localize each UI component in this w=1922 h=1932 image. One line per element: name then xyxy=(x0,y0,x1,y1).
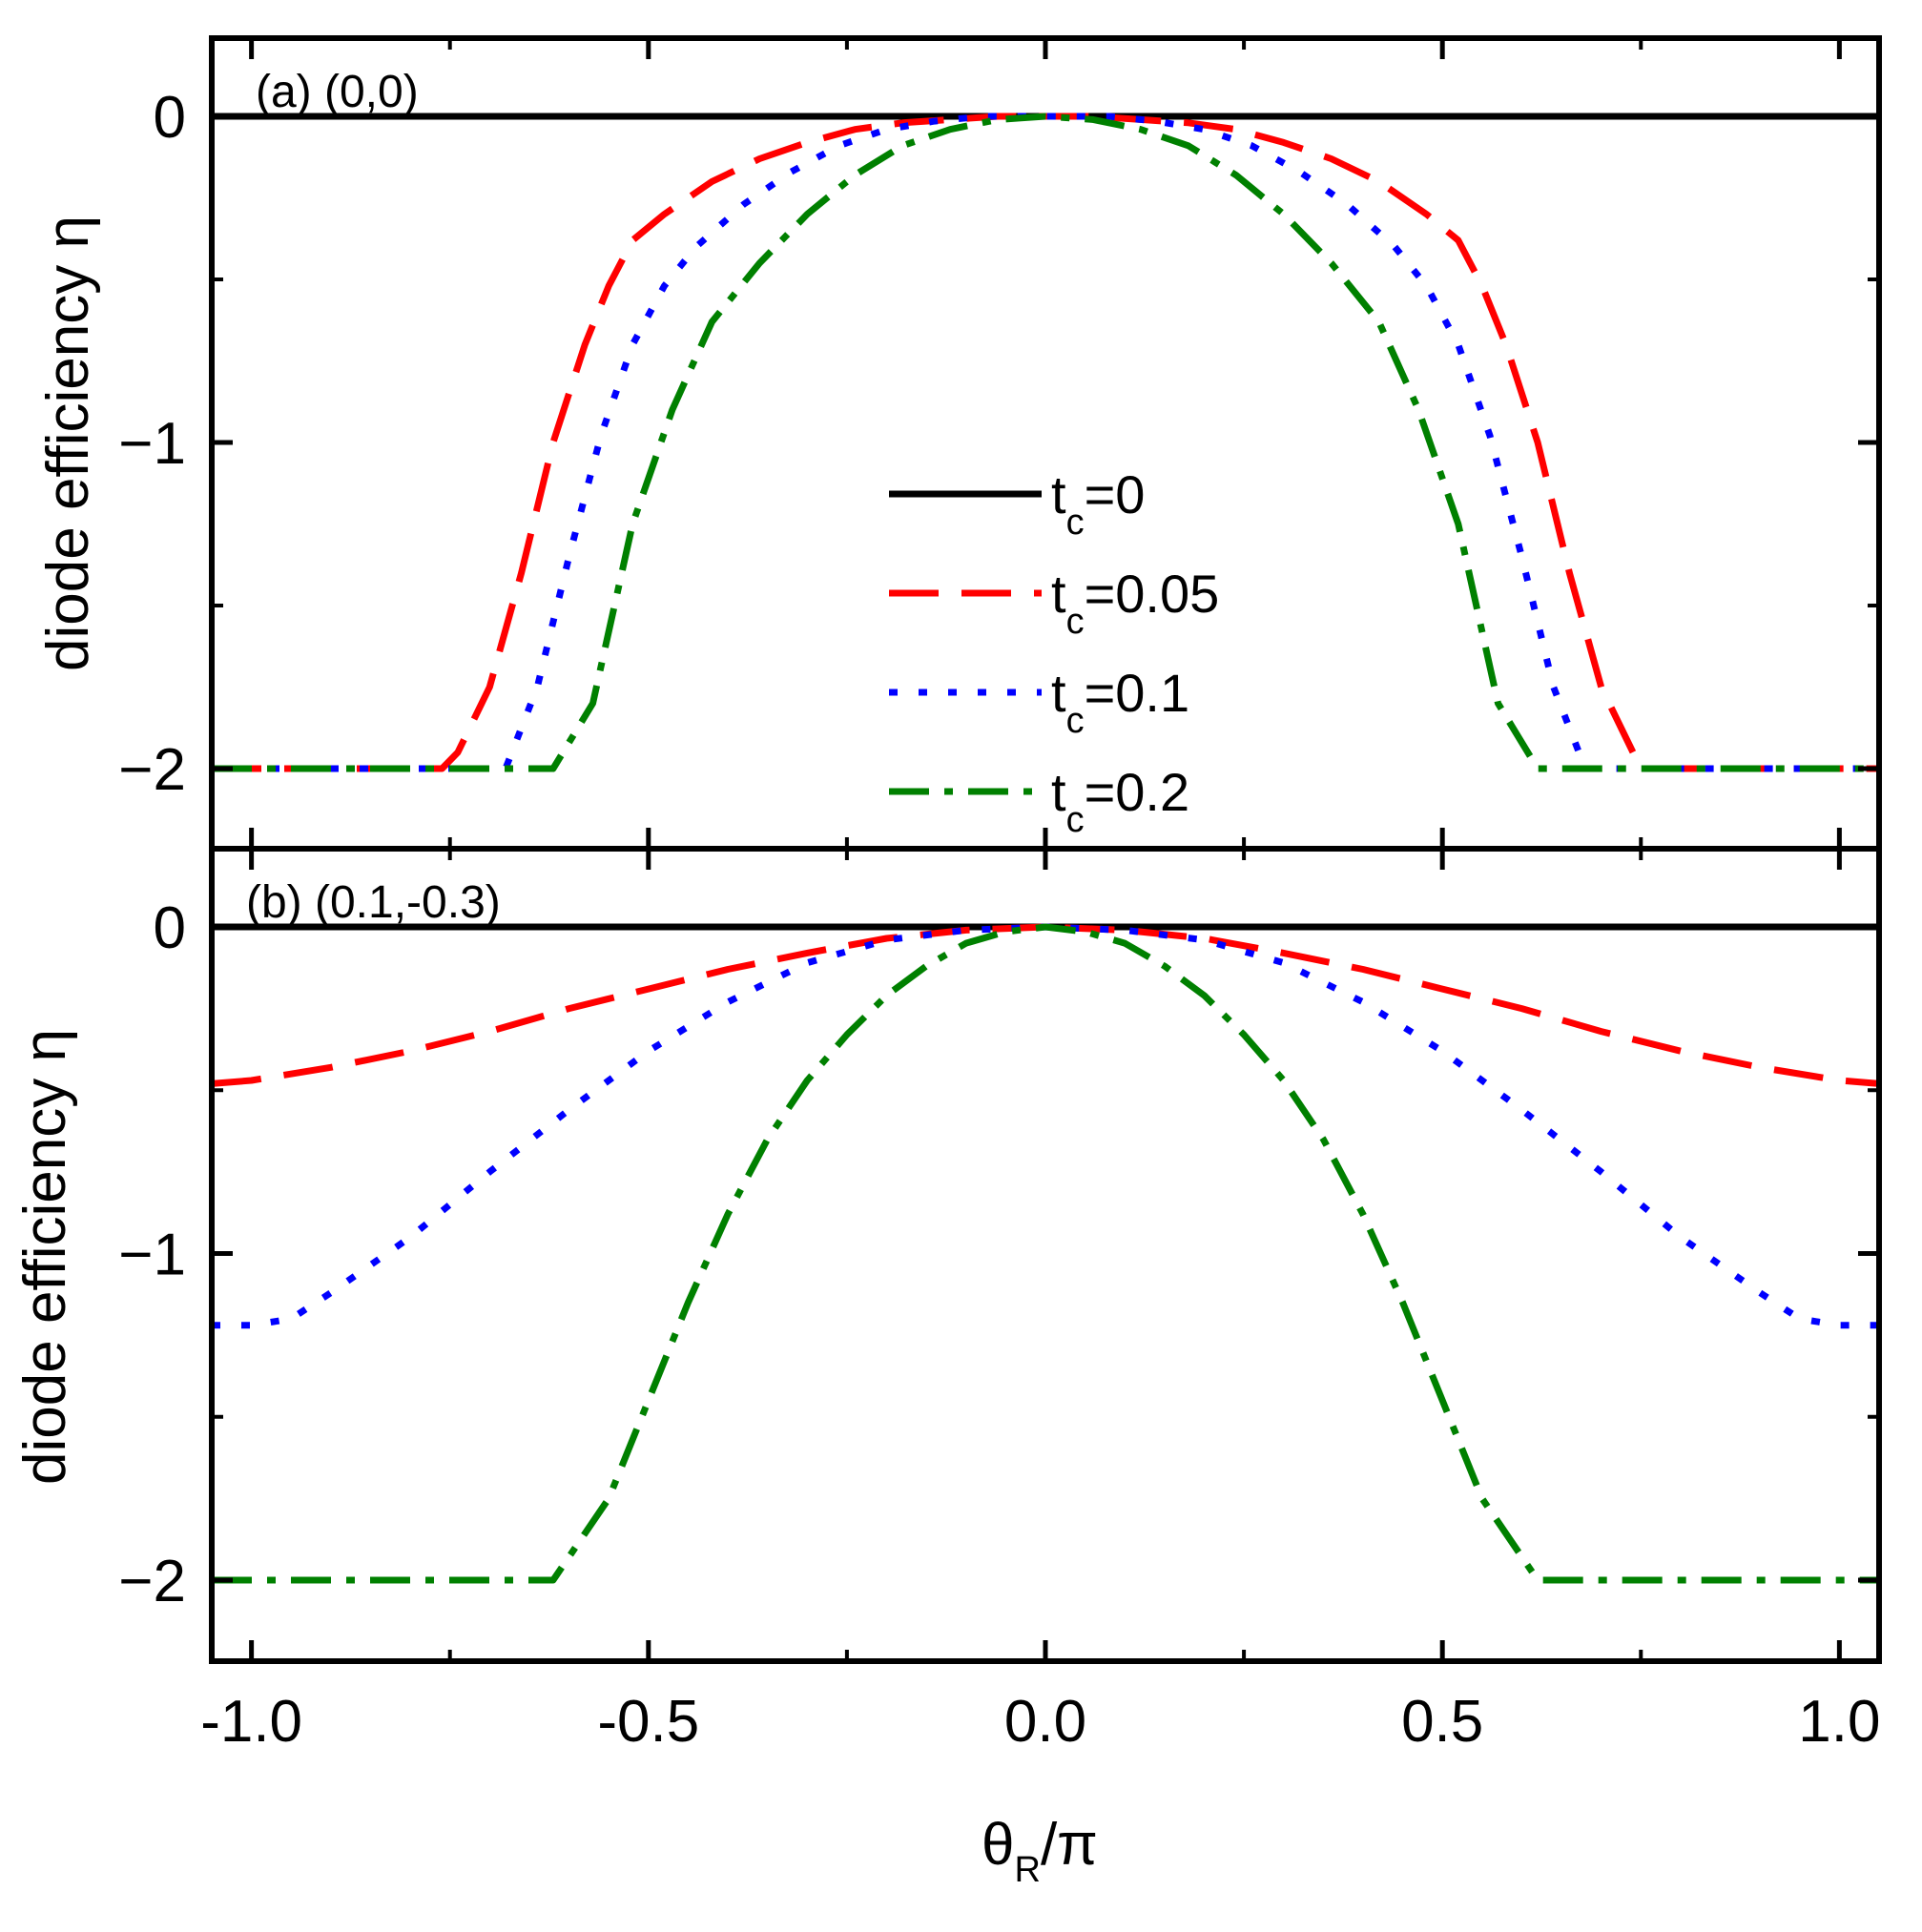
y-tick-label: 0 xyxy=(154,895,186,961)
x-tick-label: -1.0 xyxy=(200,1689,302,1755)
y-tick-label: −1 xyxy=(118,1223,186,1288)
panel-a-y-axis-title: diode efficiency η xyxy=(35,216,101,671)
legend-label: tc=0.05 xyxy=(1051,564,1219,642)
series-line-a-tc0p2 xyxy=(212,113,1879,772)
series-line-b-tc0p05 xyxy=(211,923,1880,1087)
legend-label-sub: c xyxy=(1066,701,1085,741)
x-tick-label: -0.5 xyxy=(597,1689,699,1755)
x-axis-title-sub: R xyxy=(1015,1850,1041,1890)
legend-label: tc=0.1 xyxy=(1051,663,1189,741)
legend-label-value: =0.2 xyxy=(1085,762,1190,822)
panel-a-label: (a) (0,0) xyxy=(256,67,419,117)
legend-label: tc=0 xyxy=(1051,464,1145,543)
legend-label-sub: c xyxy=(1066,602,1085,642)
series-line-b-tc0p1 xyxy=(212,923,1879,1329)
series-line-b-tc0p2 xyxy=(212,923,1879,1584)
x-axis-title: θR/π xyxy=(982,1812,1098,1890)
panel-b-label: (b) (0.1,-0.3) xyxy=(246,877,501,928)
x-tick-label: 1.0 xyxy=(1798,1689,1880,1755)
legend-label-sub: c xyxy=(1066,503,1085,543)
axis-ticks xyxy=(212,38,1879,1661)
legend-label-base: t xyxy=(1051,762,1066,822)
y-tick-labels: 0 −1 −2 0 −1 −2 xyxy=(118,85,186,1614)
panel-a-frame xyxy=(209,35,1882,852)
y-tick-label: −2 xyxy=(118,1549,186,1614)
series-line-a-tc0p05 xyxy=(212,113,1879,772)
legend-label-value: =0.1 xyxy=(1085,663,1190,723)
legend-label-value: =0.05 xyxy=(1085,564,1220,624)
legend-label-value: =0 xyxy=(1085,464,1146,524)
legend-label: tc=0.2 xyxy=(1051,762,1189,840)
y-tick-label: −1 xyxy=(118,411,186,477)
x-axis-title-rest: /π xyxy=(1041,1812,1098,1878)
series-line-a-tc0p1 xyxy=(212,113,1879,772)
panel-b-y-axis-title: diode efficiency η xyxy=(12,1029,78,1485)
legend-label-base: t xyxy=(1051,564,1066,624)
legend-label-sub: c xyxy=(1066,800,1085,840)
panel-a-series xyxy=(212,113,1879,772)
y-tick-label: 0 xyxy=(154,85,186,151)
y-tick-label: −2 xyxy=(118,737,186,803)
x-tick-labels: -1.0 -0.5 0.0 0.5 1.0 xyxy=(200,1689,1880,1755)
panel-b-series xyxy=(211,923,1880,1584)
x-tick-label: 0.0 xyxy=(1004,1689,1086,1755)
x-tick-label: 0.5 xyxy=(1401,1689,1483,1755)
panel-b-frame xyxy=(209,846,1882,1664)
legend-label-base: t xyxy=(1051,464,1066,524)
legend-label-base: t xyxy=(1051,663,1066,723)
x-axis-title-base: θ xyxy=(982,1812,1014,1878)
